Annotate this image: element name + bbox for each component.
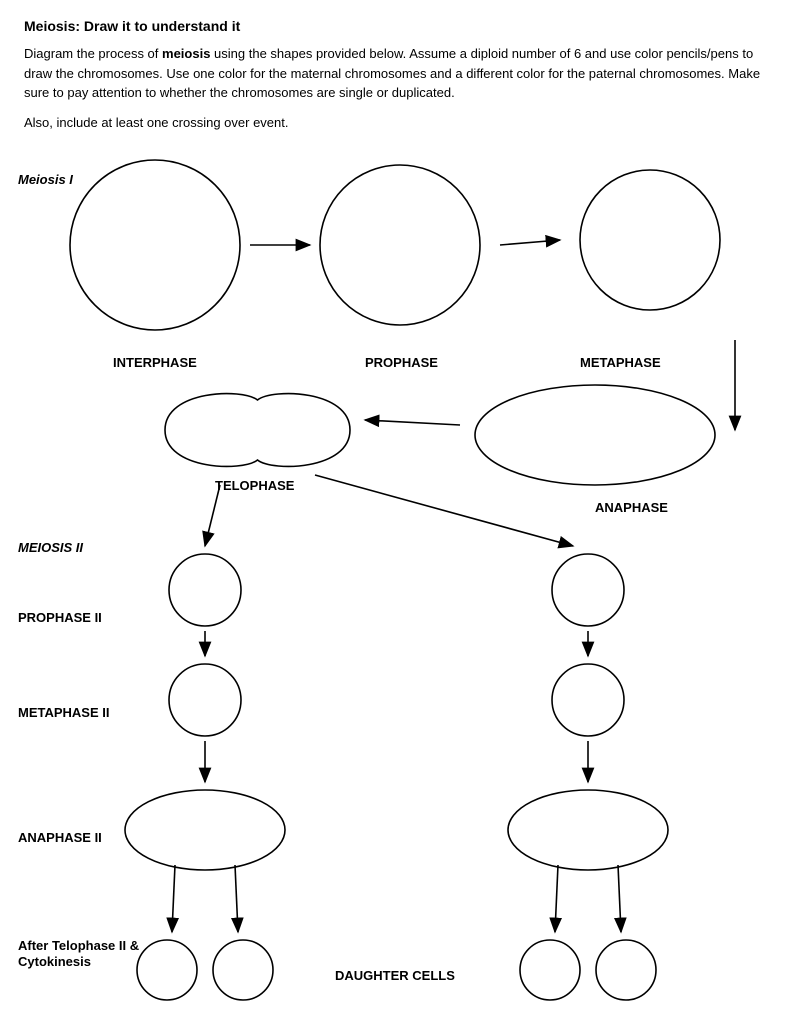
- diagram-svg: [0, 0, 790, 1024]
